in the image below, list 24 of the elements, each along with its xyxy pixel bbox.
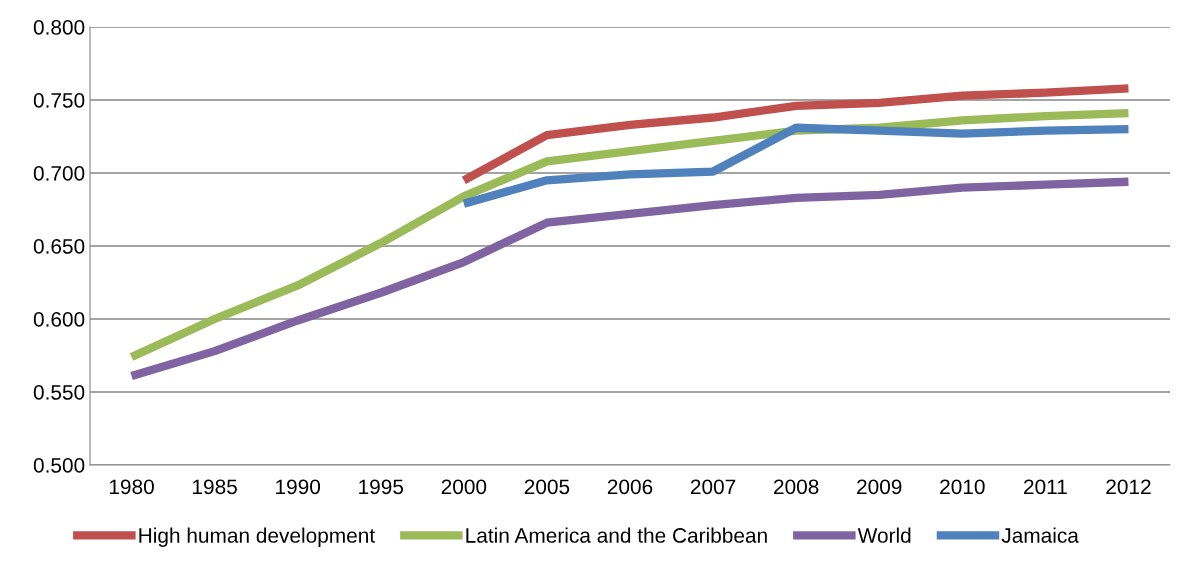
x-tick-label: 1995 bbox=[359, 479, 404, 495]
x-tick-label: 1990 bbox=[276, 479, 321, 495]
y-tick-label: 0.500 bbox=[33, 458, 85, 473]
y-tick-label: 0.800 bbox=[33, 20, 85, 35]
x-tick-label: 2012 bbox=[1106, 479, 1151, 495]
y-tick-label: 0.550 bbox=[33, 385, 85, 400]
x-tick-label: 2010 bbox=[940, 479, 985, 495]
y-tick-label: 0.650 bbox=[33, 239, 85, 254]
x-tick-label: 2009 bbox=[857, 479, 902, 495]
x-tick-label: 2006 bbox=[607, 479, 653, 495]
x-tick-label: 1980 bbox=[109, 479, 154, 495]
x-tick-label: 2000 bbox=[441, 479, 487, 495]
legend-label: High human development bbox=[139, 527, 375, 547]
x-tick-label: 2005 bbox=[524, 479, 570, 495]
x-tick-label: 2008 bbox=[774, 479, 819, 495]
x-tick-label: 2011 bbox=[1024, 479, 1067, 495]
x-tick-label: 1985 bbox=[193, 479, 237, 495]
legend-label: World bbox=[857, 527, 911, 543]
y-tick-label: 0.700 bbox=[33, 166, 85, 181]
x-tick-label: 2007 bbox=[690, 479, 736, 495]
legend-label: Latin America and the Caribbean bbox=[466, 527, 767, 543]
y-tick-label: 0.600 bbox=[33, 312, 85, 327]
legend-label: Jamaica bbox=[1001, 527, 1079, 543]
y-tick-label: 0.750 bbox=[33, 93, 85, 108]
